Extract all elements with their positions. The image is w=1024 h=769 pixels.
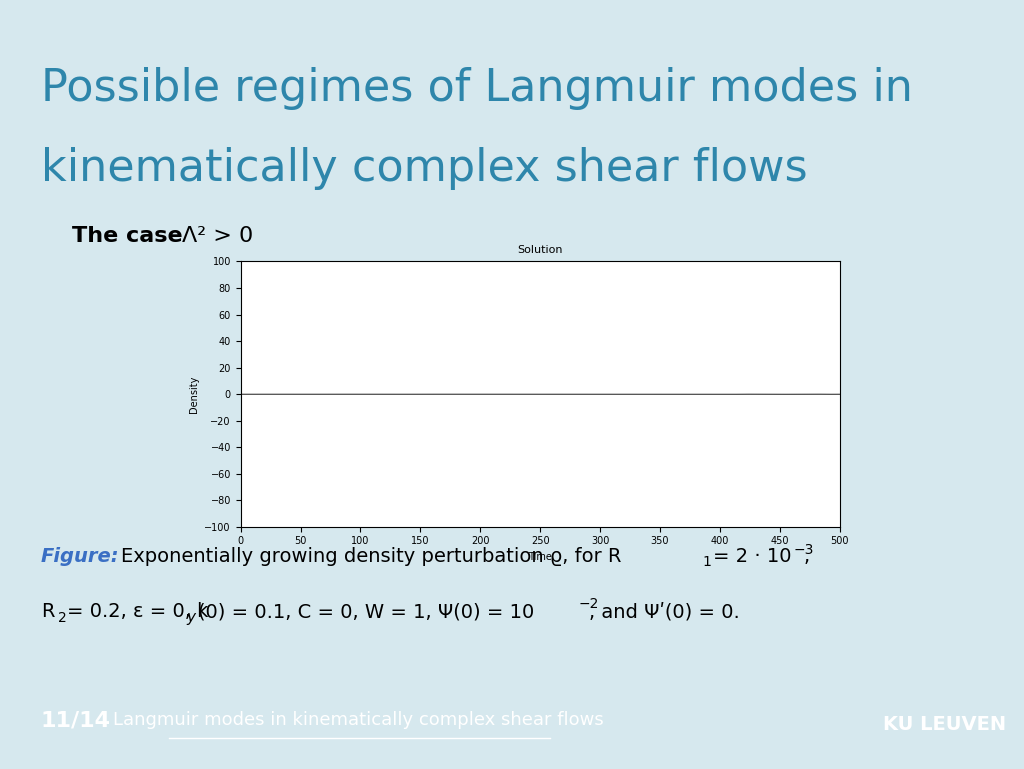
Text: y: y — [186, 610, 196, 625]
Text: Figure:: Figure: — [41, 548, 120, 566]
Text: 11/14: 11/14 — [41, 711, 111, 731]
Text: KU LEUVEN: KU LEUVEN — [883, 715, 1007, 734]
Text: The case: The case — [72, 226, 190, 247]
Text: kinematically complex shear flows: kinematically complex shear flows — [41, 147, 808, 190]
Text: ,: , — [804, 548, 810, 566]
Text: R: R — [41, 602, 54, 621]
Text: 2: 2 — [58, 611, 68, 624]
X-axis label: Time: Time — [528, 552, 552, 562]
Text: Exponentially growing density perturbation ϱ, for R: Exponentially growing density perturbati… — [121, 548, 622, 566]
Y-axis label: Density: Density — [188, 375, 199, 413]
Text: = 2 · 10: = 2 · 10 — [713, 548, 792, 566]
Title: Solution: Solution — [517, 245, 563, 255]
Text: 1: 1 — [702, 555, 712, 569]
Text: −3: −3 — [794, 543, 814, 558]
Text: = 0.2, ε = 0, k: = 0.2, ε = 0, k — [67, 602, 208, 621]
Text: Possible regimes of Langmuir modes in: Possible regimes of Langmuir modes in — [41, 68, 912, 110]
Text: , and Ψʹ(0) = 0.: , and Ψʹ(0) = 0. — [589, 602, 739, 621]
Text: Λ² > 0: Λ² > 0 — [182, 226, 254, 247]
Text: −2: −2 — [579, 597, 599, 611]
Text: Langmuir modes in kinematically complex shear flows: Langmuir modes in kinematically complex … — [113, 711, 604, 729]
Text: (0) = 0.1, C = 0, W = 1, Ψ(0) = 10: (0) = 0.1, C = 0, W = 1, Ψ(0) = 10 — [198, 602, 534, 621]
